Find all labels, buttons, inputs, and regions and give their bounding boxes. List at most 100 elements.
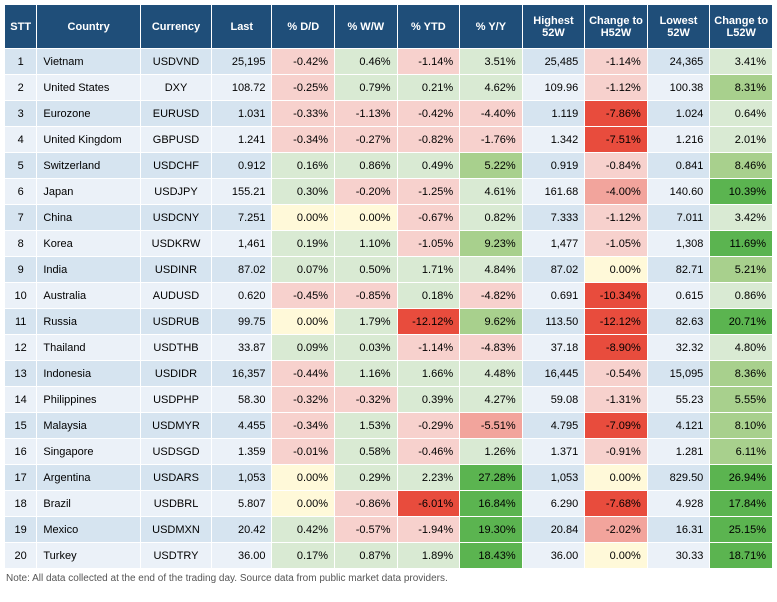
cell-country: Switzerland — [37, 153, 141, 179]
table-row: 18BrazilUSDBRL5.8070.00%-0.86%-6.01%16.8… — [5, 491, 773, 517]
cell-last: 108.72 — [212, 75, 272, 101]
cell-stt: 19 — [5, 517, 37, 543]
cell-l52w: 7.011 — [647, 205, 710, 231]
cell-chg_l: 5.21% — [710, 257, 773, 283]
cell-dd: -0.34% — [272, 413, 335, 439]
cell-dd: 0.30% — [272, 179, 335, 205]
cell-country: Russia — [37, 309, 141, 335]
cell-ytd: -0.67% — [397, 205, 460, 231]
cell-stt: 17 — [5, 465, 37, 491]
cell-ww: 1.53% — [335, 413, 398, 439]
cell-ytd: -0.42% — [397, 101, 460, 127]
cell-h52w: 113.50 — [522, 309, 585, 335]
cell-country: Mexico — [37, 517, 141, 543]
cell-l52w: 32.32 — [647, 335, 710, 361]
cell-country: Korea — [37, 231, 141, 257]
cell-currency: DXY — [140, 75, 211, 101]
cell-yy: -5.51% — [460, 413, 523, 439]
cell-dd: -0.01% — [272, 439, 335, 465]
cell-yy: 4.61% — [460, 179, 523, 205]
cell-chg_l: 6.11% — [710, 439, 773, 465]
cell-stt: 4 — [5, 127, 37, 153]
cell-last: 25,195 — [212, 49, 272, 75]
table-row: 1VietnamUSDVND25,195-0.42%0.46%-1.14%3.5… — [5, 49, 773, 75]
cell-yy: 5.22% — [460, 153, 523, 179]
cell-currency: USDMXN — [140, 517, 211, 543]
cell-last: 4.455 — [212, 413, 272, 439]
cell-last: 0.620 — [212, 283, 272, 309]
cell-country: Malaysia — [37, 413, 141, 439]
table-row: 8KoreaUSDKRW1,4610.19%1.10%-1.05%9.23%1,… — [5, 231, 773, 257]
cell-yy: -1.76% — [460, 127, 523, 153]
cell-chg_h: -1.12% — [585, 205, 648, 231]
cell-chg_l: 20.71% — [710, 309, 773, 335]
cell-dd: 0.07% — [272, 257, 335, 283]
cell-l52w: 4.928 — [647, 491, 710, 517]
cell-stt: 11 — [5, 309, 37, 335]
cell-last: 1.359 — [212, 439, 272, 465]
cell-l52w: 140.60 — [647, 179, 710, 205]
cell-yy: 0.82% — [460, 205, 523, 231]
col-ytd: % YTD — [397, 5, 460, 49]
cell-ww: 1.16% — [335, 361, 398, 387]
cell-h52w: 59.08 — [522, 387, 585, 413]
cell-dd: 0.00% — [272, 309, 335, 335]
cell-chg_l: 26.94% — [710, 465, 773, 491]
cell-stt: 10 — [5, 283, 37, 309]
table-header: STTCountryCurrencyLast% D/D% W/W% YTD% Y… — [5, 5, 773, 49]
cell-stt: 16 — [5, 439, 37, 465]
cell-stt: 8 — [5, 231, 37, 257]
cell-currency: AUDUSD — [140, 283, 211, 309]
cell-chg_h: -1.31% — [585, 387, 648, 413]
cell-dd: 0.16% — [272, 153, 335, 179]
cell-ww: 1.10% — [335, 231, 398, 257]
cell-h52w: 6.290 — [522, 491, 585, 517]
cell-l52w: 1.216 — [647, 127, 710, 153]
cell-stt: 7 — [5, 205, 37, 231]
cell-dd: -0.32% — [272, 387, 335, 413]
cell-ytd: -12.12% — [397, 309, 460, 335]
cell-dd: 0.00% — [272, 205, 335, 231]
cell-ww: 0.86% — [335, 153, 398, 179]
col-currency: Currency — [140, 5, 211, 49]
cell-dd: -0.45% — [272, 283, 335, 309]
cell-h52w: 161.68 — [522, 179, 585, 205]
cell-chg_l: 8.46% — [710, 153, 773, 179]
cell-chg_h: -10.34% — [585, 283, 648, 309]
cell-chg_h: -0.91% — [585, 439, 648, 465]
cell-yy: 3.51% — [460, 49, 523, 75]
cell-country: Indonesia — [37, 361, 141, 387]
cell-dd: -0.44% — [272, 361, 335, 387]
cell-h52w: 16,445 — [522, 361, 585, 387]
cell-yy: -4.82% — [460, 283, 523, 309]
cell-ww: -0.85% — [335, 283, 398, 309]
cell-h52w: 7.333 — [522, 205, 585, 231]
cell-country: Brazil — [37, 491, 141, 517]
cell-ww: 0.50% — [335, 257, 398, 283]
cell-l52w: 1,308 — [647, 231, 710, 257]
cell-h52w: 1,053 — [522, 465, 585, 491]
cell-ww: 0.58% — [335, 439, 398, 465]
table-row: 12ThailandUSDTHB33.870.09%0.03%-1.14%-4.… — [5, 335, 773, 361]
cell-chg_h: 0.00% — [585, 257, 648, 283]
cell-ytd: 1.66% — [397, 361, 460, 387]
cell-chg_l: 3.42% — [710, 205, 773, 231]
table-row: 4United KingdomGBPUSD1.241-0.34%-0.27%-0… — [5, 127, 773, 153]
cell-chg_l: 8.31% — [710, 75, 773, 101]
cell-chg_l: 2.01% — [710, 127, 773, 153]
cell-dd: 0.00% — [272, 491, 335, 517]
cell-chg_l: 3.41% — [710, 49, 773, 75]
cell-last: 1,053 — [212, 465, 272, 491]
cell-stt: 3 — [5, 101, 37, 127]
cell-h52w: 20.84 — [522, 517, 585, 543]
cell-ytd: -6.01% — [397, 491, 460, 517]
cell-l52w: 0.615 — [647, 283, 710, 309]
cell-dd: 0.09% — [272, 335, 335, 361]
cell-yy: 4.62% — [460, 75, 523, 101]
cell-chg_h: -7.51% — [585, 127, 648, 153]
cell-h52w: 1.342 — [522, 127, 585, 153]
cell-l52w: 30.33 — [647, 543, 710, 569]
cell-yy: 27.28% — [460, 465, 523, 491]
cell-currency: USDBRL — [140, 491, 211, 517]
cell-l52w: 15,095 — [647, 361, 710, 387]
